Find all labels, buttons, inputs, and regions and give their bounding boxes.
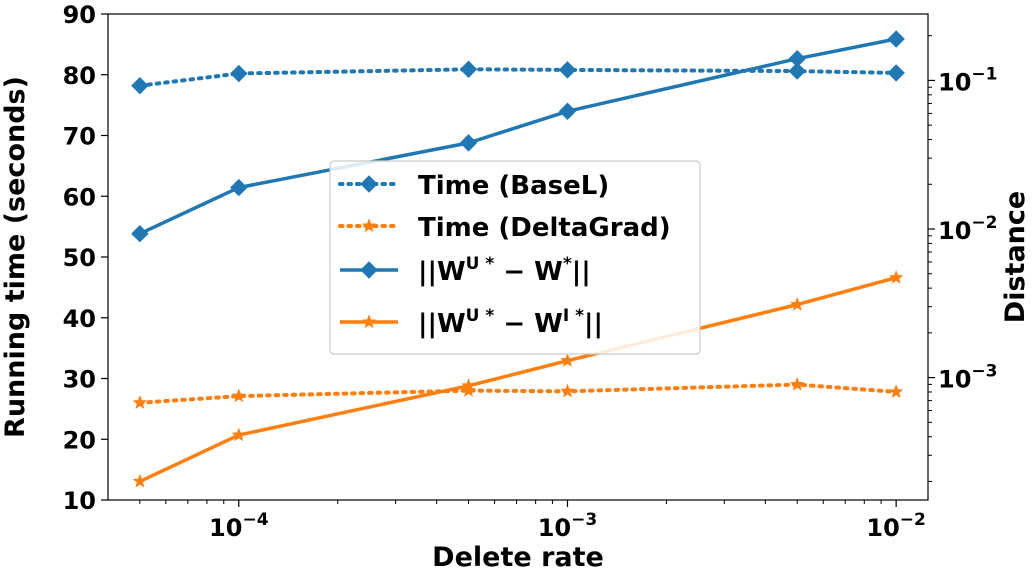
data-point-2 bbox=[558, 102, 577, 120]
series-line-2 bbox=[139, 37, 897, 236]
data-point-2 bbox=[788, 50, 806, 68]
data-point-0 bbox=[788, 62, 806, 80]
y-right-axis-label: Distance bbox=[1000, 191, 1031, 323]
data-point-3 bbox=[888, 270, 904, 284]
y-left-tick-label: 70 bbox=[63, 123, 96, 151]
data-point-0 bbox=[230, 64, 248, 83]
data-point-1 bbox=[132, 395, 148, 410]
x-axis-label: Delete rate bbox=[432, 542, 604, 570]
data-point-2 bbox=[230, 178, 248, 197]
data-point-2 bbox=[131, 224, 149, 243]
series-line-0 bbox=[137, 67, 899, 88]
y-left-tick-label: 20 bbox=[63, 426, 96, 454]
legend-label-3: ||WU * − WI *|| bbox=[418, 306, 603, 339]
data-point-1 bbox=[560, 383, 575, 398]
data-point-0 bbox=[459, 60, 478, 78]
y-left-tick-label: 90 bbox=[63, 1, 96, 29]
data-point-0 bbox=[887, 64, 905, 82]
y-left-tick-label: 40 bbox=[63, 305, 96, 333]
x-tick-label: 10−4 bbox=[209, 510, 269, 542]
data-point-1 bbox=[888, 384, 904, 399]
legend-label-0: Time (BaseL) bbox=[418, 171, 609, 201]
legend-marker-3 bbox=[361, 314, 377, 329]
series-line-3 bbox=[139, 276, 897, 483]
data-point-2 bbox=[459, 134, 478, 152]
y-left-tick-label: 10 bbox=[63, 487, 96, 515]
data-point-0 bbox=[558, 61, 577, 79]
data-point-1 bbox=[789, 376, 805, 391]
data-point-1 bbox=[231, 388, 247, 403]
data-point-3 bbox=[560, 352, 575, 367]
legend-marker-1 bbox=[361, 218, 377, 233]
legend-marker-2 bbox=[360, 261, 378, 279]
legend-marker-0 bbox=[360, 175, 378, 193]
data-point-3 bbox=[461, 378, 476, 393]
data-point-0 bbox=[131, 76, 149, 95]
x-tick-label: 10−3 bbox=[538, 510, 597, 542]
y-right-tick-label: 10−3 bbox=[938, 362, 997, 394]
series-line-1 bbox=[137, 382, 899, 405]
legend-box bbox=[329, 160, 701, 355]
data-point-3 bbox=[231, 427, 247, 442]
data-point-3 bbox=[132, 473, 148, 488]
x-tick-label: 10−2 bbox=[866, 510, 925, 542]
legend-label-1: Time (DeltaGrad) bbox=[418, 213, 671, 243]
data-point-3 bbox=[789, 296, 805, 311]
y-right-tick-label: 10−2 bbox=[938, 213, 997, 245]
y-left-tick-label: 30 bbox=[63, 366, 96, 394]
data-point-2 bbox=[887, 30, 905, 48]
y-left-tick-label: 60 bbox=[63, 183, 96, 211]
y-left-axis-label: Running time (seconds) bbox=[0, 76, 31, 438]
legend-label-2: ||WU * − W*|| bbox=[418, 254, 591, 287]
y-left-tick-label: 50 bbox=[63, 244, 96, 272]
y-right-tick-label: 10−1 bbox=[938, 64, 997, 96]
y-left-tick-label: 80 bbox=[63, 62, 96, 90]
